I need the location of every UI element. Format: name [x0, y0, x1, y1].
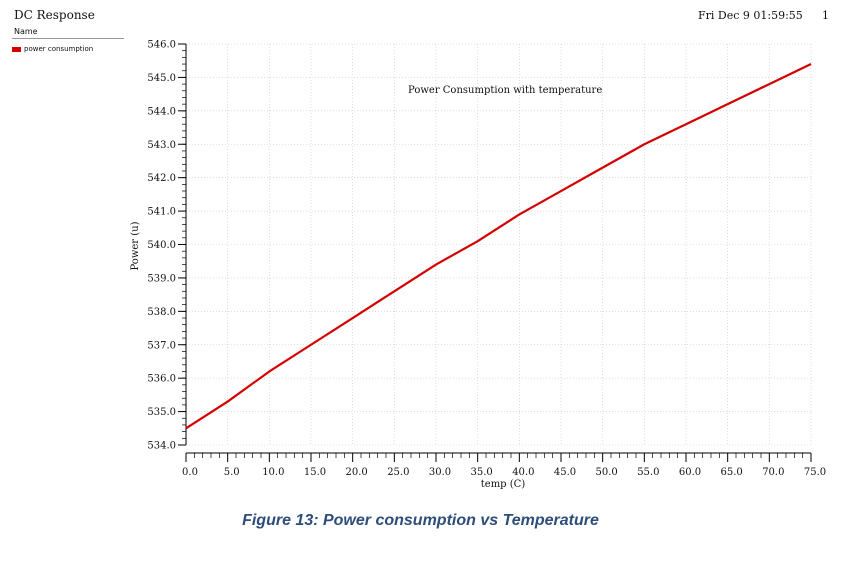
y-tick-label: 544.0 — [147, 106, 176, 117]
series-layer — [185, 63, 812, 430]
axis-ticks: 534.0 535.0 536.0 537.0 538.0 539.0 540.0 541.0… — [147, 40, 826, 479]
x-tick-label: 10.0 — [262, 467, 284, 478]
x-tick-label: 35.0 — [471, 467, 493, 478]
y-tick-label: 543.0 — [147, 140, 176, 151]
x-tick-label: 60.0 — [679, 467, 701, 478]
window-title: DC Response — [14, 8, 95, 22]
x-tick-label: 70.0 — [762, 467, 784, 478]
grid-lines — [185, 43, 812, 446]
series-line-power-consumption — [185, 63, 812, 430]
x-tick-label: 45.0 — [554, 467, 576, 478]
y-tick-label: 534.0 — [147, 441, 176, 452]
y-tick-label: 545.0 — [147, 73, 176, 84]
legend-name-header: Name — [14, 27, 38, 36]
x-tick-label: 25.0 — [387, 467, 409, 478]
y-tick-label: 537.0 — [147, 340, 176, 351]
y-tick-label: 546.0 — [147, 40, 176, 51]
x-tick-label: 50.0 — [596, 467, 618, 478]
x-tick-label: 5.0 — [224, 467, 240, 478]
timestamp: Fri Dec 9 01:59:55 — [698, 9, 803, 22]
legend-divider — [12, 38, 124, 39]
chart-annotation: Power Consumption with temperature — [408, 85, 602, 96]
x-tick-label: 0.0 — [182, 467, 198, 478]
figure-caption: Figure 13: Power consumption vs Temperat… — [242, 512, 599, 529]
y-tick-label: 541.0 — [147, 207, 176, 218]
axes — [185, 44, 811, 454]
legend-swatch — [12, 46, 21, 52]
y-axis-label: Power (u) — [130, 221, 141, 270]
y-tick-label: 538.0 — [147, 307, 176, 318]
legend-label: power consumption — [24, 45, 94, 53]
dc-response-chart: 534.0 535.0 536.0 537.0 538.0 539.0 540.0 541.0… — [130, 40, 826, 491]
x-tick-label: 75.0 — [804, 467, 826, 478]
y-tick-label: 535.0 — [147, 407, 176, 418]
y-tick-label: 539.0 — [147, 273, 176, 284]
page-number: 1 — [822, 9, 829, 22]
x-tick-label: 55.0 — [637, 467, 659, 478]
x-tick-label: 40.0 — [512, 467, 534, 478]
x-tick-label: 30.0 — [429, 467, 451, 478]
y-tick-label: 536.0 — [147, 374, 176, 385]
x-tick-label: 20.0 — [346, 467, 368, 478]
y-tick-label: 540.0 — [147, 240, 176, 251]
y-tick-label: 542.0 — [147, 173, 176, 184]
x-tick-label: 15.0 — [304, 467, 326, 478]
x-axis-label: temp (C) — [481, 479, 526, 490]
x-tick-label: 65.0 — [721, 467, 743, 478]
legend-entry[interactable]: power consumption — [12, 45, 93, 53]
